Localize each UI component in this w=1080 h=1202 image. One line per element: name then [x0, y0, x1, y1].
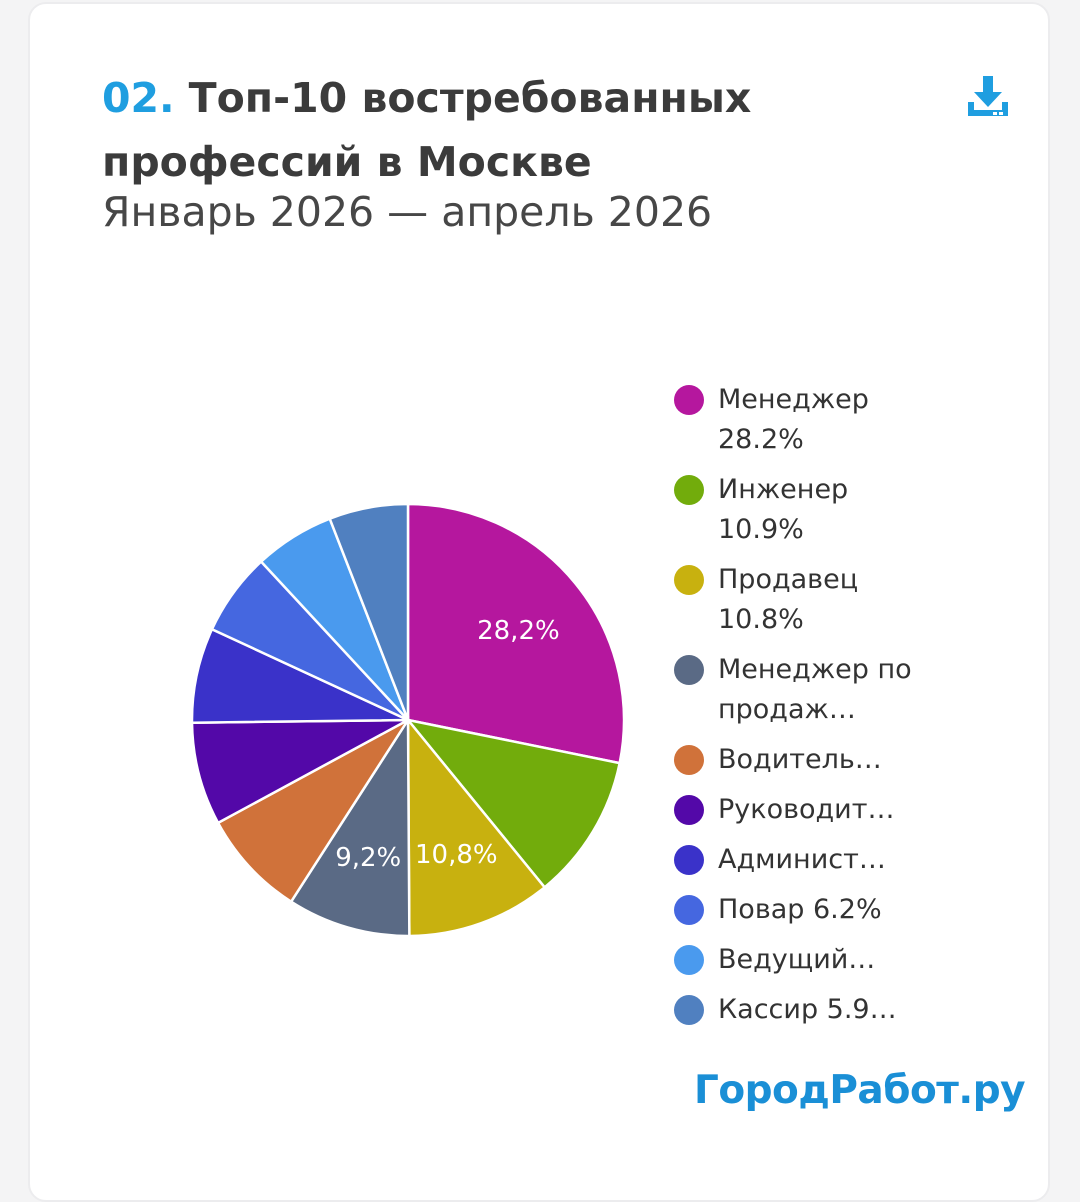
pie-slice-2[interactable]: [404, 718, 622, 890]
legend-label: Повар 6.2%: [718, 894, 882, 925]
legend-swatch: [674, 565, 704, 595]
pie-data-label-4: 9,2%: [335, 843, 401, 873]
download-button[interactable]: [964, 72, 1012, 120]
pie-slice-1[interactable]: [406, 502, 626, 765]
legend-item-10[interactable]: Кассир 5.9…: [674, 990, 914, 1030]
pie-chart: 28,2% 10,8% 9,2%: [190, 502, 626, 938]
legend-item-1[interactable]: Менеджер 28.2%: [674, 380, 914, 460]
chart-title-text: Топ-10 востребованных профессий в Москве: [102, 74, 752, 186]
legend-label: Ведущий…: [718, 944, 876, 975]
legend-label: Менеджер 28.2%: [718, 384, 869, 455]
legend-swatch: [674, 895, 704, 925]
legend-label: Продавец 10.8%: [718, 564, 859, 635]
legend-item-4[interactable]: Менеджер по продаж…: [674, 650, 914, 730]
legend-item-7[interactable]: Админист…: [674, 840, 914, 880]
legend-swatch: [674, 845, 704, 875]
legend-label: Админист…: [718, 844, 886, 875]
legend-swatch: [674, 795, 704, 825]
legend-swatch: [674, 385, 704, 415]
chart-title: 02. Топ-10 востребованных профессий в Мос…: [102, 66, 862, 194]
chart-legend: Менеджер 28.2% Инженер 10.9% Продавец 10.8…: [674, 380, 914, 1040]
chart-number: 02.: [102, 74, 175, 122]
chart-card: 02. Топ-10 востребованных профессий в Мос…: [28, 2, 1050, 1202]
legend-swatch: [674, 745, 704, 775]
pie-data-label-1: 28,2%: [477, 616, 560, 646]
brand-logo: ГородРабот.ру: [694, 1068, 1026, 1113]
legend-item-5[interactable]: Водитель…: [674, 740, 914, 780]
legend-swatch: [674, 995, 704, 1025]
legend-label: Менеджер по продаж…: [718, 654, 912, 725]
legend-item-8[interactable]: Повар 6.2%: [674, 890, 914, 930]
legend-item-3[interactable]: Продавец 10.8%: [674, 560, 914, 640]
pie-slice-6[interactable]: [190, 718, 409, 825]
legend-item-2[interactable]: Инженер 10.9%: [674, 470, 914, 550]
legend-label: Руководит…: [718, 794, 895, 825]
legend-swatch: [674, 945, 704, 975]
chart-subtitle: Январь 2026 — апрель 2026: [102, 188, 713, 236]
download-icon: [968, 76, 1008, 116]
legend-label: Кассир 5.9…: [718, 994, 897, 1025]
legend-item-9[interactable]: Ведущий…: [674, 940, 914, 980]
legend-swatch: [674, 655, 704, 685]
pie-data-label-3: 10,8%: [415, 840, 498, 870]
pie-slice-10[interactable]: [328, 502, 410, 721]
legend-swatch: [674, 475, 704, 505]
legend-item-6[interactable]: Руководит…: [674, 790, 914, 830]
legend-label: Водитель…: [718, 744, 882, 775]
legend-label: Инженер 10.9%: [718, 474, 849, 545]
pie-slice-4[interactable]: [289, 715, 411, 938]
pie-slice-5[interactable]: [216, 718, 410, 904]
pie-slice-3[interactable]: [406, 716, 547, 938]
